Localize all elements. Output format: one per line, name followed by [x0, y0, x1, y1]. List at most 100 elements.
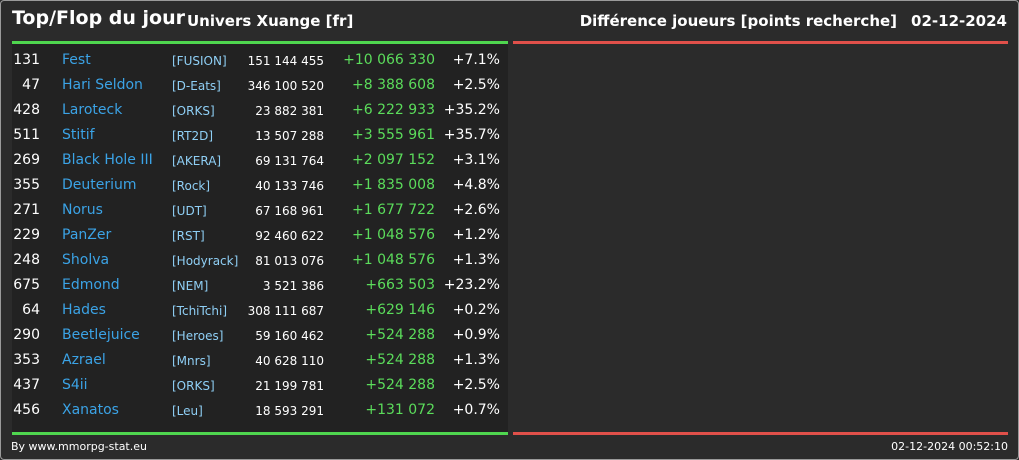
percent-change: +2.6% — [452, 202, 500, 218]
player-name-link[interactable]: Beetlejuice — [62, 327, 140, 343]
points-difference: +1 677 722 — [352, 202, 435, 218]
alliance-link[interactable]: [AKERA] — [172, 154, 222, 168]
player-rank: 290 — [13, 327, 40, 343]
alliance-link[interactable]: [UDT] — [172, 204, 207, 218]
player-points: 18 593 291 — [255, 404, 324, 418]
player-rank: 675 — [13, 277, 40, 293]
table-row: 47 Hari Seldon [D-Eats] 346 100 520 +8 388 6… — [12, 73, 508, 98]
table-row: 355 Deuterium [Rock] 40 133 746 +1 835 008 +4… — [12, 173, 508, 198]
player-name-link[interactable]: Fest — [62, 52, 91, 68]
bottom-divider-green — [12, 432, 508, 435]
player-points: 40 133 746 — [255, 179, 324, 193]
player-points: 3 521 386 — [262, 279, 324, 293]
player-name-link[interactable]: Norus — [62, 202, 103, 218]
alliance-link[interactable]: [Rock] — [172, 179, 211, 193]
player-name-link[interactable]: Hades — [62, 302, 106, 318]
player-rank: 269 — [13, 152, 40, 168]
alliance-link[interactable]: [Heroes] — [172, 329, 224, 343]
category-label: Différence joueurs [points recherche] — [579, 12, 898, 30]
table-row: 511 Stitif [RT2D] 13 507 288 +3 555 961 +35.7… — [12, 123, 508, 148]
percent-change: +2.5% — [452, 77, 500, 93]
player-points: 21 199 781 — [255, 379, 324, 393]
player-name-link[interactable]: Edmond — [62, 277, 120, 293]
player-points: 13 507 288 — [255, 129, 324, 143]
player-rank: 437 — [13, 377, 40, 393]
player-points: 67 168 961 — [255, 204, 324, 218]
table-row: 248 Sholva [Hodyrack] 81 013 076 +1 048 576 +… — [12, 248, 508, 273]
player-rank: 271 — [13, 202, 40, 218]
alliance-link[interactable]: [Leu] — [172, 404, 203, 418]
percent-change: +0.7% — [452, 402, 500, 418]
player-name-link[interactable]: Black Hole III — [62, 152, 153, 168]
points-difference: +524 288 — [365, 352, 435, 368]
alliance-link[interactable]: [RT2D] — [172, 129, 214, 143]
player-points: 59 160 462 — [255, 329, 324, 343]
footer-timestamp: 02-12-2024 00:52:10 — [891, 440, 1008, 453]
player-name-link[interactable]: Azrael — [62, 352, 106, 368]
alliance-link[interactable]: [NEM] — [172, 279, 209, 293]
points-difference: +2 097 152 — [352, 152, 435, 168]
player-name-link[interactable]: PanZer — [62, 227, 112, 243]
table-row: 229 PanZer [RST] 92 460 622 +1 048 576 +1.2% — [12, 223, 508, 248]
player-name-link[interactable]: Hari Seldon — [62, 77, 143, 93]
player-rank: 456 — [13, 402, 40, 418]
player-name-link[interactable]: Laroteck — [62, 102, 123, 118]
player-name-link[interactable]: Deuterium — [62, 177, 137, 193]
percent-change: +4.8% — [452, 177, 500, 193]
percent-change: +2.5% — [452, 377, 500, 393]
table-row: 271 Norus [UDT] 67 168 961 +1 677 722 +2.6% — [12, 198, 508, 223]
percent-change: +3.1% — [452, 152, 500, 168]
points-difference: +524 288 — [365, 377, 435, 393]
player-name-link[interactable]: Xanatos — [62, 402, 119, 418]
points-difference: +1 048 576 — [352, 252, 435, 268]
points-difference: +524 288 — [365, 327, 435, 343]
top-divider-green — [12, 41, 508, 44]
player-points: 69 131 764 — [255, 154, 324, 168]
points-difference: +131 072 — [365, 402, 435, 418]
percent-change: +7.1% — [452, 52, 500, 68]
table-row: 290 Beetlejuice [Heroes] 59 160 462 +524 288… — [12, 323, 508, 348]
top-divider-red — [513, 41, 1008, 44]
percent-change: +35.7% — [443, 127, 500, 143]
points-difference: +6 222 933 — [352, 102, 435, 118]
table-row: 353 Azrael [Mnrs] 40 628 110 +524 288 +1.3% — [12, 348, 508, 373]
table-row: 675 Edmond [NEM] 3 521 386 +663 503 +23.2% — [12, 273, 508, 298]
alliance-link[interactable]: [D-Eats] — [172, 79, 221, 93]
footer-credit[interactable]: By www.mmorpg-stat.eu — [11, 440, 147, 453]
alliance-link[interactable]: [Hodyrack] — [172, 254, 239, 268]
player-name-link[interactable]: Sholva — [62, 252, 110, 268]
player-rank: 428 — [13, 102, 40, 118]
percent-change: +23.2% — [443, 277, 500, 293]
alliance-link[interactable]: [ORKS] — [172, 104, 215, 118]
points-difference: +10 066 330 — [343, 52, 435, 68]
percent-change: +1.3% — [452, 252, 500, 268]
alliance-link[interactable]: [RST] — [172, 229, 205, 243]
points-difference: +8 388 608 — [352, 77, 435, 93]
percent-change: +0.9% — [452, 327, 500, 343]
player-points: 23 882 381 — [255, 104, 324, 118]
player-rank: 353 — [13, 352, 40, 368]
alliance-link[interactable]: [TchiTchi] — [172, 304, 228, 318]
percent-change: +0.2% — [452, 302, 500, 318]
top-players-table: 131 Fest [FUSION] 151 144 455 +10 066 330 +7.… — [12, 44, 508, 432]
points-difference: +1 835 008 — [352, 177, 435, 193]
header: Top/Flop du jour Univers Xuange [fr] Dif… — [1, 1, 1018, 39]
player-name-link[interactable]: Stitif — [62, 127, 95, 143]
player-points: 81 013 076 — [255, 254, 324, 268]
player-rank: 355 — [13, 177, 40, 193]
player-rank: 229 — [13, 227, 40, 243]
table-row: 456 Xanatos [Leu] 18 593 291 +131 072 +0.7% — [12, 398, 508, 423]
percent-change: +1.2% — [452, 227, 500, 243]
points-difference: +1 048 576 — [352, 227, 435, 243]
alliance-link[interactable]: [FUSION] — [172, 54, 227, 68]
points-difference: +3 555 961 — [352, 127, 435, 143]
page-title: Top/Flop du jour — [12, 7, 185, 29]
percent-change: +35.2% — [443, 102, 500, 118]
alliance-link[interactable]: [ORKS] — [172, 379, 215, 393]
points-difference: +663 503 — [365, 277, 435, 293]
alliance-link[interactable]: [Mnrs] — [172, 354, 211, 368]
bottom-divider-red — [513, 432, 1008, 435]
category-header: Différence joueurs [points recherche] 02-… — [580, 12, 1007, 30]
player-name-link[interactable]: S4ii — [62, 377, 88, 393]
